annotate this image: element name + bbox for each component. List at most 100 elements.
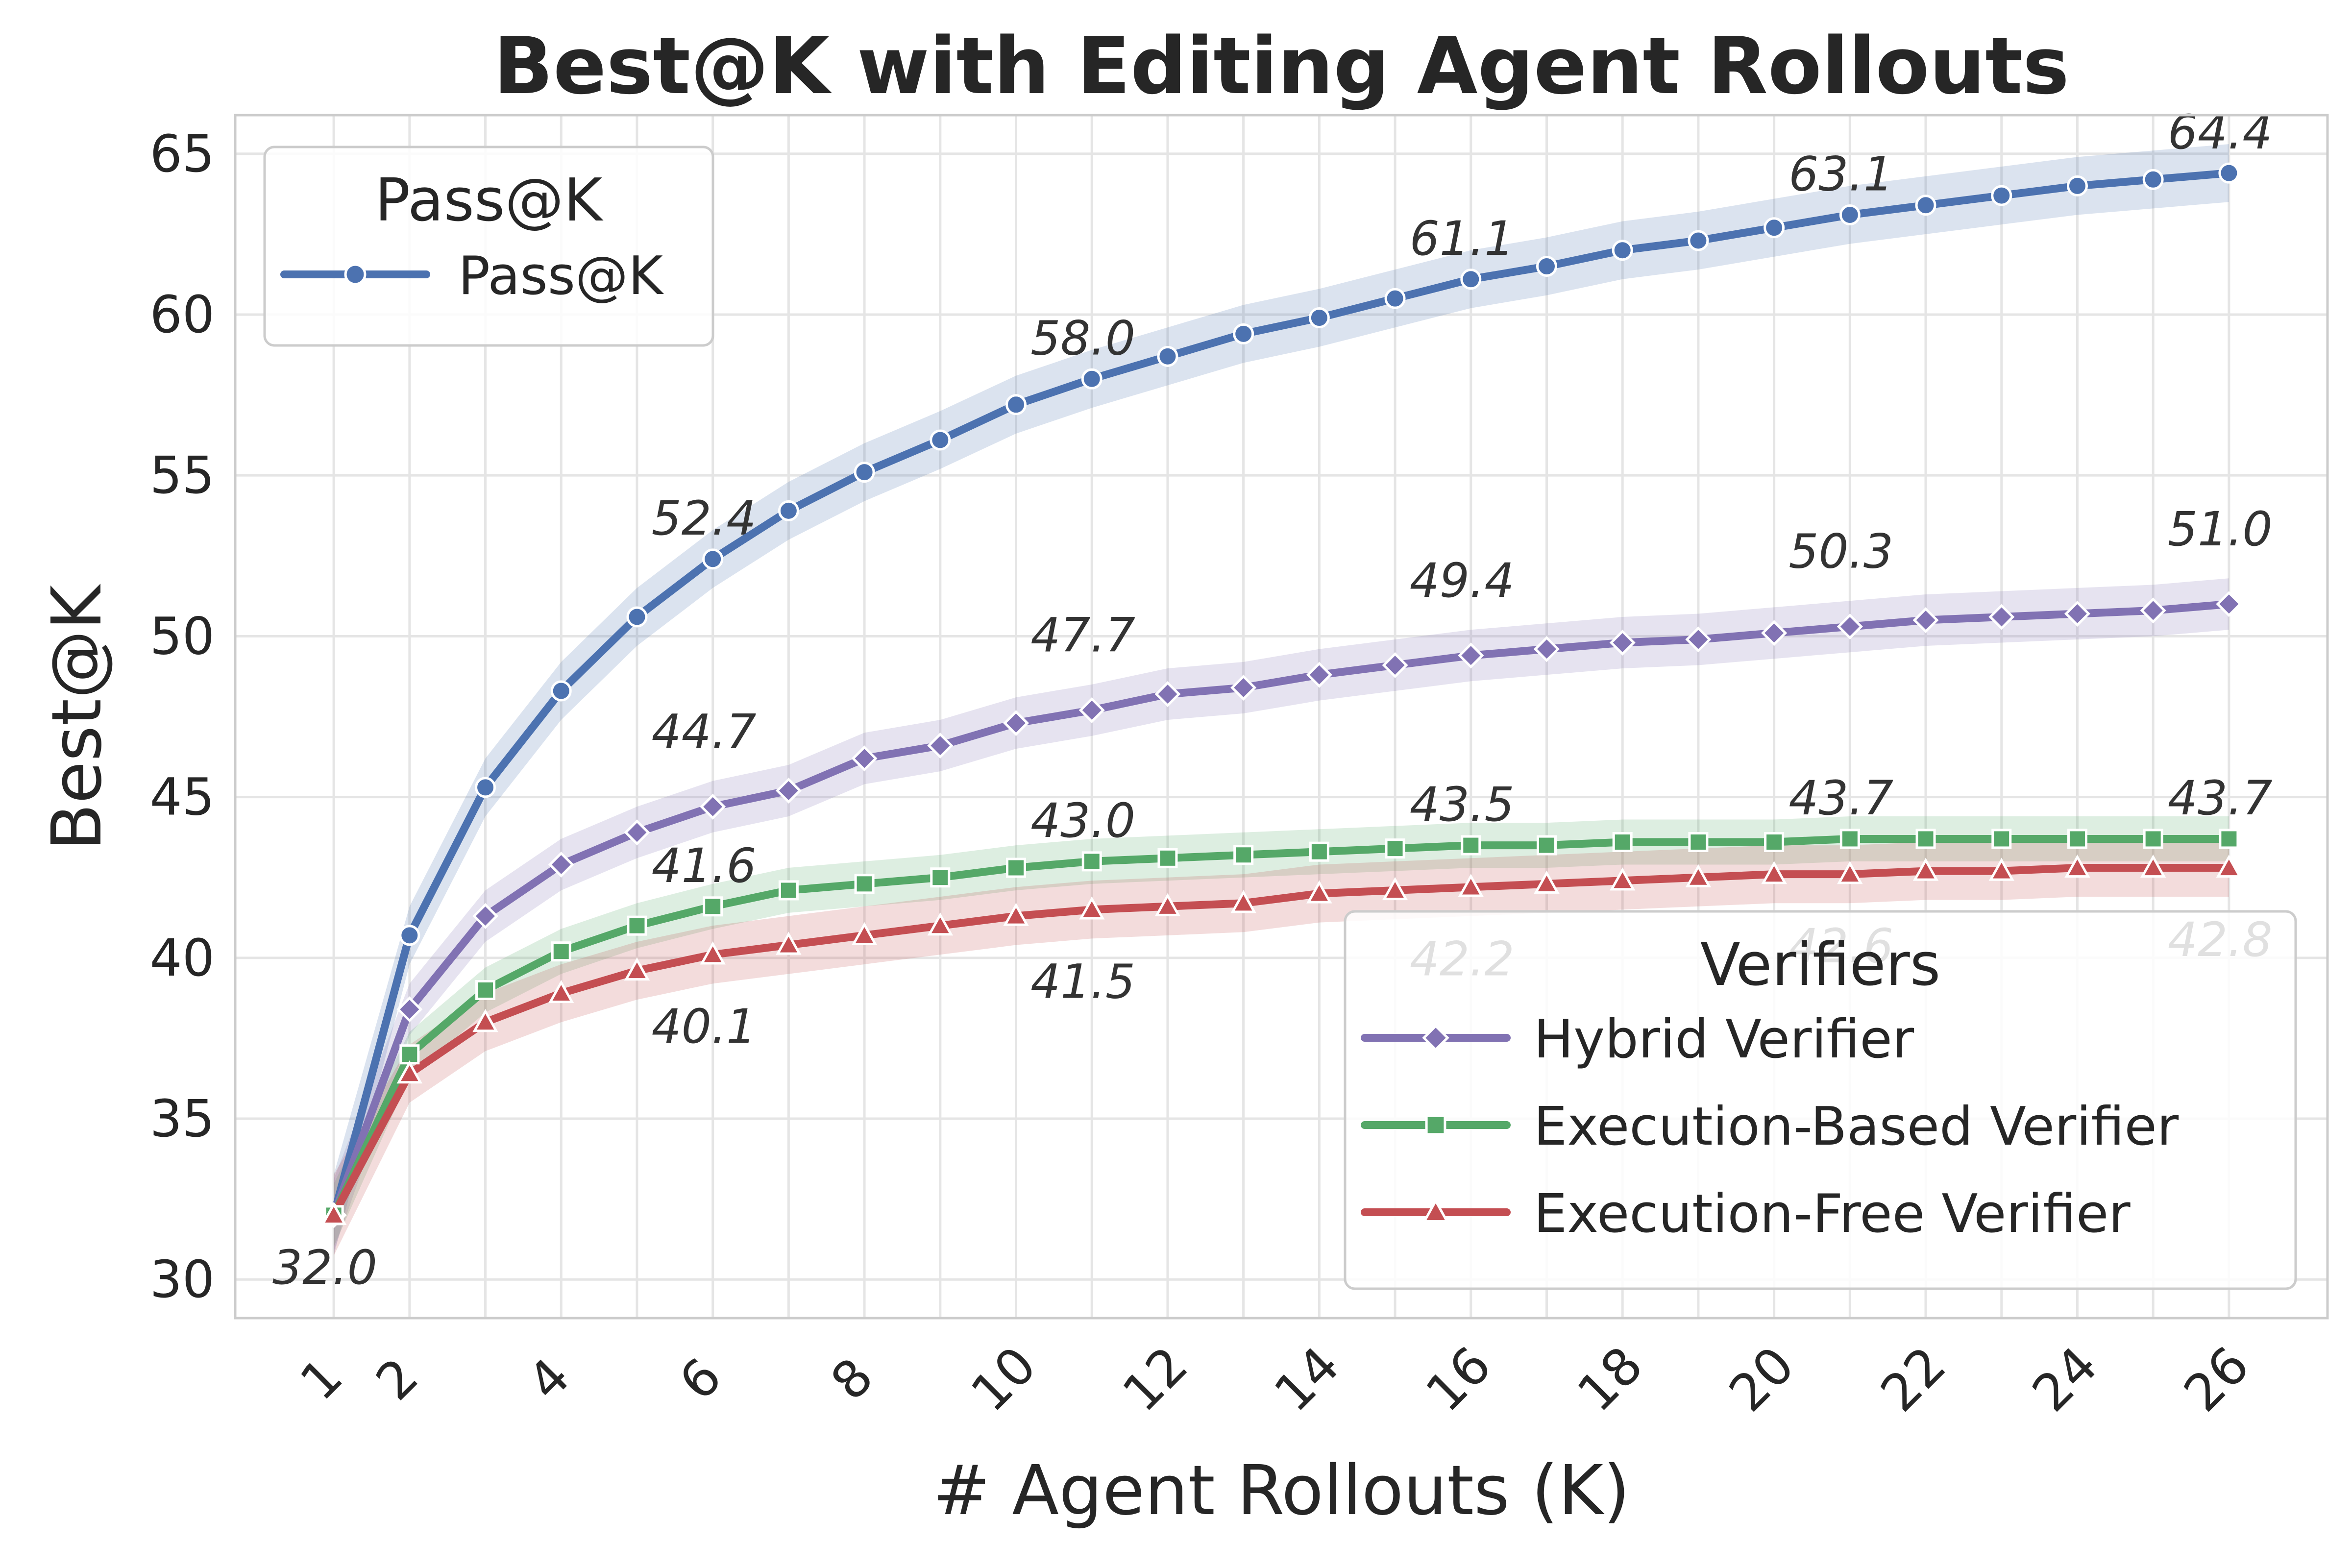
execution-free-verifier-point <box>1078 896 1105 920</box>
execution-free-verifier-point <box>1761 860 1787 884</box>
execution-based-verifier-line <box>330 834 2233 1219</box>
data-label: 43.7 <box>2168 771 2273 826</box>
execution-based-verifier-point <box>1157 848 1178 868</box>
y-tick-label: 40 <box>150 928 215 988</box>
execution-free-verifier-point <box>2140 854 2166 878</box>
hybrid-verifier-point <box>1761 620 1788 646</box>
y-axis-label: Best@K <box>37 584 117 851</box>
data-label: 43.0 <box>1030 793 1135 848</box>
execution-based-verifier-point <box>930 867 951 888</box>
legend-entry: Execution-Free Verifier <box>1534 1183 2131 1245</box>
plot-frame <box>234 114 2329 1320</box>
y-tick-label: 50 <box>150 606 215 666</box>
series-lines <box>330 169 2233 1219</box>
hybrid-verifier-point <box>624 819 650 846</box>
x-tick-label: 22 <box>1869 1335 1958 1423</box>
legend-title: Pass@K <box>375 167 604 235</box>
y-tick-label: 65 <box>150 124 215 184</box>
data-label: 64.4 <box>2168 105 2273 160</box>
pass-k-point <box>1991 185 2012 206</box>
x-tick-label: 8 <box>819 1347 884 1412</box>
execution-based-verifier-point <box>1461 835 1481 856</box>
execution-free-verifier-point <box>851 922 878 945</box>
y-tick-label: 55 <box>150 445 215 505</box>
pass-k-point <box>1688 230 1709 251</box>
hybrid-verifier-line <box>330 600 2233 1219</box>
execution-based-verifier-point <box>778 880 799 901</box>
pass-k-point <box>475 777 496 798</box>
pass-k-point <box>626 606 648 628</box>
execution-based-verifier-point <box>1385 838 1405 859</box>
data-label: 51.0 <box>2168 502 2273 557</box>
hybrid-verifier-point <box>1003 710 1029 736</box>
hybrid-verifier-point <box>1078 697 1105 723</box>
execution-based-verifier-point <box>1839 829 1860 849</box>
data-label: 47.7 <box>1030 608 1135 662</box>
legend-entry: Hybrid Verifier <box>1534 1009 1914 1070</box>
execution-free-verifier-point <box>320 1201 347 1225</box>
hybrid-verifier-point <box>2140 597 2166 624</box>
data-label: 41.6 <box>652 838 757 893</box>
execution-based-verifier-point <box>1688 832 1709 853</box>
pass-k-point <box>854 462 875 483</box>
hybrid-verifier-point <box>1685 626 1712 653</box>
hybrid-verifier-point <box>775 777 802 804</box>
hybrid-verifier-point <box>1533 636 1560 662</box>
pass-k-point <box>1157 345 1178 367</box>
pass-k-line <box>330 169 2233 1219</box>
execution-free-verifier-point <box>1003 903 1029 926</box>
execution-free-verifier-point <box>700 941 726 965</box>
hybrid-verifier-point <box>2064 600 2090 627</box>
pass-k-point <box>1915 195 1936 216</box>
execution-based-verifier-point <box>1612 832 1633 853</box>
execution-free-verifier-point <box>548 980 574 1004</box>
execution-based-verifier-point <box>2219 829 2239 849</box>
data-label: 52.4 <box>652 491 757 546</box>
execution-free-verifier-point <box>1837 860 1863 884</box>
x-tick-label: 10 <box>959 1335 1048 1423</box>
legend-verifiers: Verifiers Hybrid Verifier Execution-Based … <box>1344 910 2297 1290</box>
pass-k-point <box>1839 204 1861 225</box>
hybrid-verifier-point <box>396 996 423 1023</box>
hybrid-verifier-point <box>1154 681 1181 708</box>
x-tick-label: 12 <box>1111 1335 1200 1423</box>
pass-k-point <box>1308 307 1330 329</box>
hybrid-verifier-point <box>1988 604 2015 630</box>
y-axis-ticks: 30 35 40 45 50 55 60 65 <box>150 124 215 1309</box>
y-tick-label: 60 <box>150 285 215 344</box>
pass-k-point <box>778 500 799 521</box>
x-axis-ticks: 1 2 4 6 8 10 12 14 16 18 20 22 24 26 <box>289 1335 2260 1423</box>
legend-marker <box>1425 1114 1446 1136</box>
hybrid-verifier-point <box>1458 642 1484 669</box>
hybrid-verifier-point <box>1912 607 1939 634</box>
legend-marker <box>1422 1024 1449 1052</box>
hybrid-verifier-point <box>1382 652 1408 679</box>
execution-free-verifier-point <box>396 1060 423 1084</box>
pass-k-point <box>399 925 420 946</box>
series-markers <box>320 162 2242 1228</box>
execution-free-verifier-point <box>1685 864 1712 887</box>
pass-k-point <box>2218 162 2240 184</box>
legend-entry: Execution-Based Verifier <box>1534 1096 2179 1157</box>
legend-title: Verifiers <box>1700 931 1941 999</box>
execution-free-verifier-point <box>927 912 954 936</box>
data-label: 49.4 <box>1410 553 1515 608</box>
data-label: 44.7 <box>652 704 757 759</box>
data-label: 40.1 <box>652 999 757 1054</box>
legend-frame <box>263 146 714 347</box>
execution-free-verifier-point <box>1912 858 1939 881</box>
execution-free-verifier-point <box>624 957 650 981</box>
execution-based-verifier-point <box>2143 829 2163 849</box>
execution-free-verifier-point <box>776 931 802 955</box>
execution-based-verifier-point <box>1081 851 1102 872</box>
execution-free-verifier-point <box>1609 867 1636 891</box>
x-axis-label: # Agent Rollouts (K) <box>933 1451 1630 1531</box>
hybrid-verifier-point <box>700 793 726 820</box>
legend-marker <box>1422 1198 1449 1223</box>
hybrid-verifier-point <box>851 745 878 772</box>
data-label: 43.5 <box>1410 777 1515 832</box>
pass-k-point <box>2142 169 2164 190</box>
x-tick-label: 16 <box>1414 1335 1502 1423</box>
execution-based-verifier-point <box>2067 829 2087 849</box>
legend-marker <box>344 263 367 286</box>
